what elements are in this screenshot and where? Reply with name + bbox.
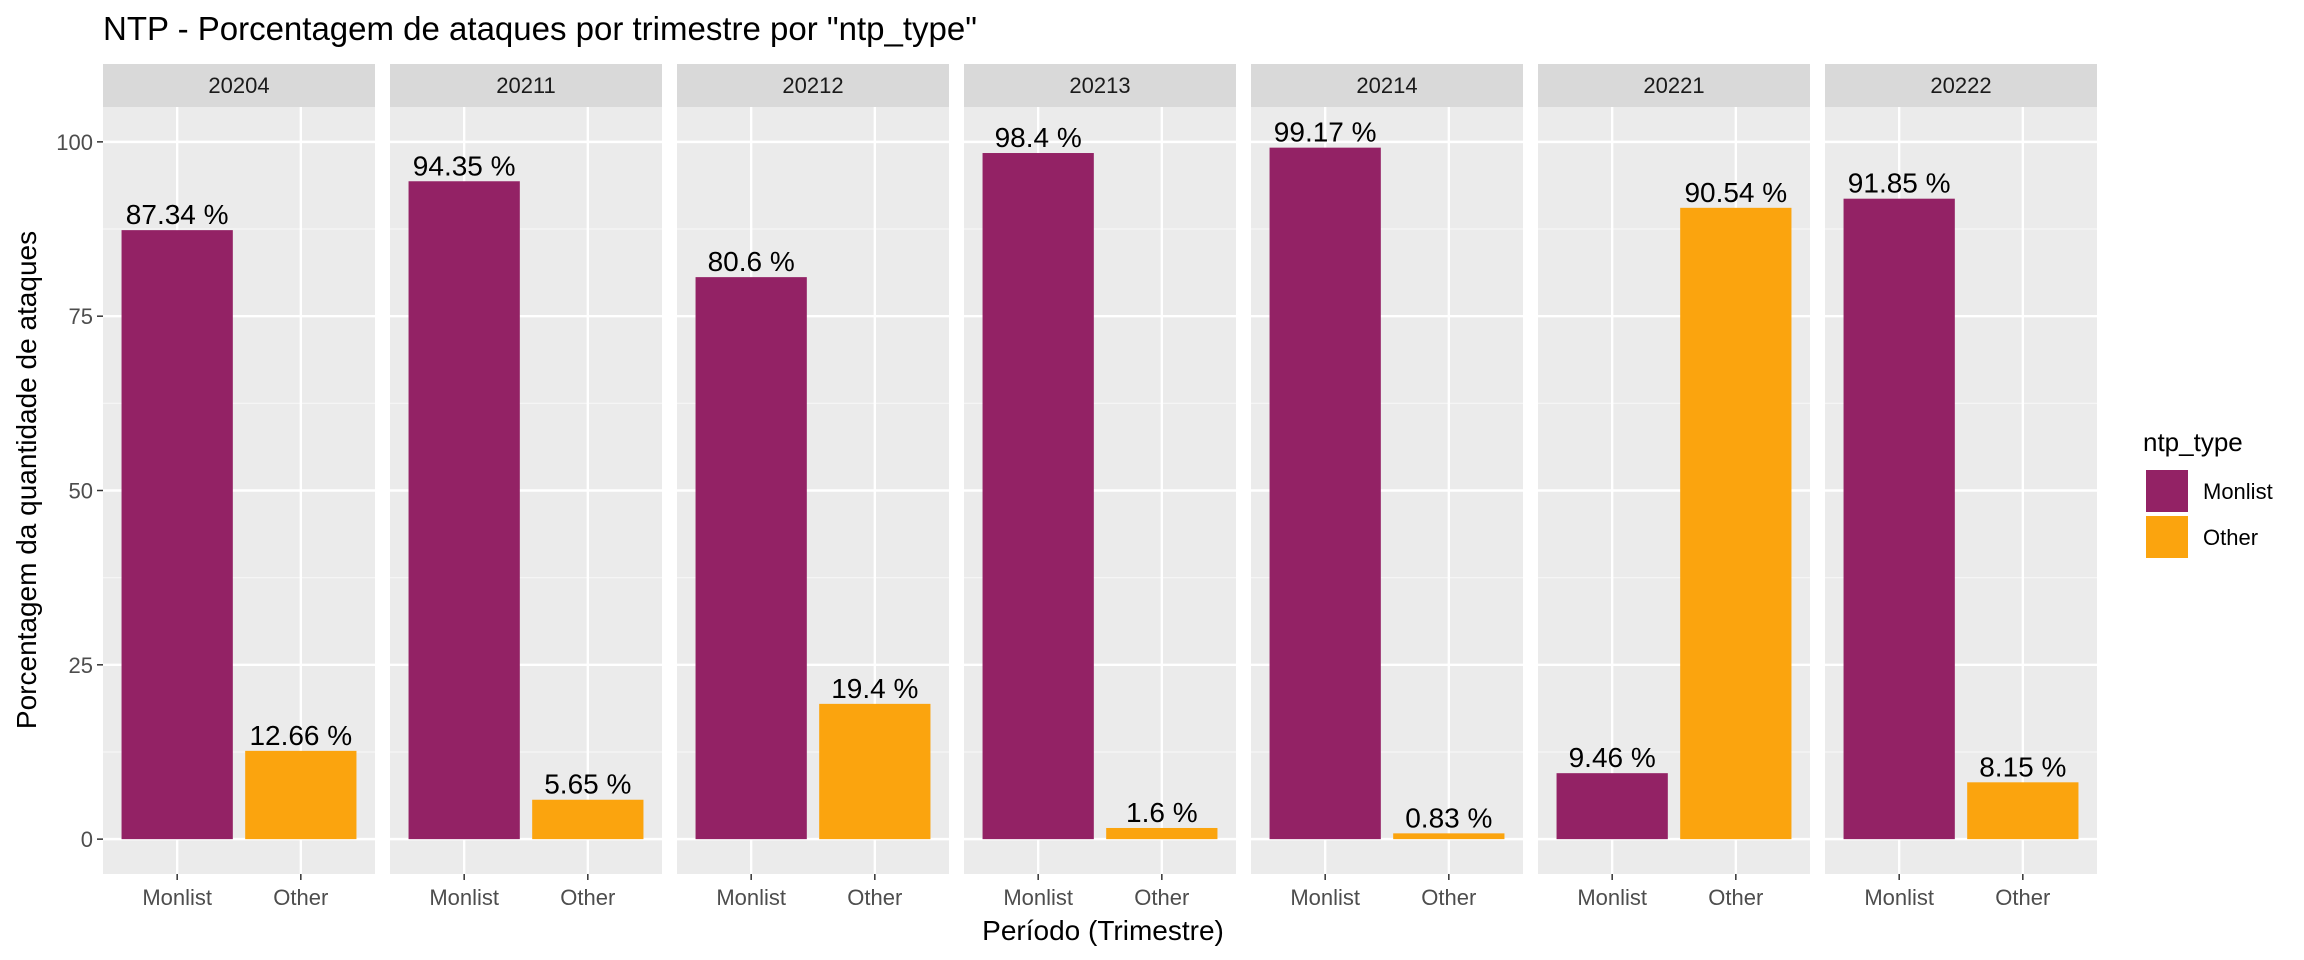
y-tick-label: 25 xyxy=(69,653,93,678)
facet-strip xyxy=(964,64,1236,107)
bar-value-label: 80.6 % xyxy=(708,246,795,277)
legend-label-other: Other xyxy=(2203,525,2258,550)
bar-other xyxy=(1393,833,1505,840)
y-tick-label: 50 xyxy=(69,479,93,504)
bar-monlist xyxy=(1843,198,1955,840)
bar-value-label: 19.4 % xyxy=(831,673,918,704)
x-tick-label: Monlist xyxy=(429,885,499,910)
x-tick-label: Monlist xyxy=(716,885,786,910)
facet-strip xyxy=(103,64,375,107)
y-axis: 0 25 50 75 100 xyxy=(56,130,103,852)
y-tick-label: 100 xyxy=(56,130,93,155)
bar-other xyxy=(1106,827,1218,840)
bar-value-label: 1.6 % xyxy=(1126,797,1198,828)
bar-other xyxy=(819,703,931,840)
x-axis-title: Período (Trimestre) xyxy=(982,915,1224,946)
facet-strip xyxy=(677,64,949,107)
facet-strip-label: 20212 xyxy=(782,73,843,98)
x-tick-label: Other xyxy=(1995,885,2050,910)
x-tick-label: Other xyxy=(1421,885,1476,910)
bar-value-label: 91.85 % xyxy=(1848,168,1951,199)
bar-value-label: 0.83 % xyxy=(1405,802,1492,833)
x-tick-label: Monlist xyxy=(1864,885,1934,910)
bar-monlist xyxy=(1269,147,1381,840)
x-tick-label: Other xyxy=(1134,885,1189,910)
facet-panels: 20204 87.34 % Monlist 12.66 % Other 20211 94.3… xyxy=(103,64,2097,910)
legend: ntp_type Monlist Other xyxy=(2143,427,2273,558)
x-tick-label: Other xyxy=(1708,885,1763,910)
facet-strip xyxy=(1538,64,1810,107)
facet-panel-20212: 20212 80.6 % Monlist 19.4 % Other xyxy=(677,64,949,910)
x-tick-label: Monlist xyxy=(1290,885,1360,910)
facet-strip xyxy=(1251,64,1523,107)
facet-strip xyxy=(390,64,662,107)
bar-value-label: 12.66 % xyxy=(249,720,352,751)
bar-monlist xyxy=(982,153,1094,840)
bar-monlist xyxy=(1556,773,1668,840)
facet-strip-label: 20204 xyxy=(208,73,269,98)
facet-panel-20204: 20204 87.34 % Monlist 12.66 % Other xyxy=(103,64,375,910)
facet-panel-20221: 20221 9.46 % Monlist 90.54 % Other xyxy=(1538,64,1810,910)
bar-value-label: 98.4 % xyxy=(995,122,1082,153)
facet-panel-20213: 20213 98.4 % Monlist 1.6 % Other xyxy=(964,64,1236,910)
bar-value-label: 90.54 % xyxy=(1684,177,1787,208)
bar-value-label: 87.34 % xyxy=(126,199,229,230)
facet-panel-20222: 20222 91.85 % Monlist 8.15 % Other xyxy=(1825,64,2097,910)
y-axis-title: Porcentagem da quantidade de ataques xyxy=(11,231,42,729)
x-tick-label: Other xyxy=(847,885,902,910)
bar-monlist xyxy=(121,230,233,840)
facet-strip-label: 20211 xyxy=(496,73,556,98)
x-tick-label: Monlist xyxy=(1577,885,1647,910)
facet-strip-label: 20221 xyxy=(1643,73,1704,98)
bar-value-label: 5.65 % xyxy=(544,769,631,800)
chart-title: NTP - Porcentagem de ataques por trimest… xyxy=(103,10,977,47)
facet-strip-label: 20222 xyxy=(1930,73,1991,98)
y-tick-label: 0 xyxy=(81,827,93,852)
legend-title: ntp_type xyxy=(2143,427,2243,457)
facet-strip-label: 20213 xyxy=(1069,73,1130,98)
bar-other xyxy=(1967,782,2079,840)
bar-monlist xyxy=(695,277,807,840)
bar-other xyxy=(532,799,644,840)
bar-other xyxy=(245,750,357,840)
bar-monlist xyxy=(408,181,520,840)
legend-key-other xyxy=(2146,516,2188,558)
x-tick-label: Other xyxy=(560,885,615,910)
x-tick-label: Other xyxy=(273,885,328,910)
bar-value-label: 99.17 % xyxy=(1274,117,1377,148)
facet-strip xyxy=(1825,64,2097,107)
facet-panel-20211: 20211 94.35 % Monlist 5.65 % Other xyxy=(390,64,662,910)
bar-value-label: 94.35 % xyxy=(413,150,516,181)
x-tick-label: Monlist xyxy=(142,885,212,910)
facet-strip-label: 20214 xyxy=(1356,73,1417,98)
legend-label-monlist: Monlist xyxy=(2203,479,2273,504)
x-tick-label: Monlist xyxy=(1003,885,1073,910)
facet-panel-20214: 20214 99.17 % Monlist 0.83 % Other xyxy=(1251,64,1523,910)
bar-other xyxy=(1680,207,1792,840)
y-tick-label: 75 xyxy=(69,304,93,329)
legend-key-monlist xyxy=(2146,470,2188,512)
bar-value-label: 9.46 % xyxy=(1569,742,1656,773)
bar-value-label: 8.15 % xyxy=(1979,751,2066,782)
